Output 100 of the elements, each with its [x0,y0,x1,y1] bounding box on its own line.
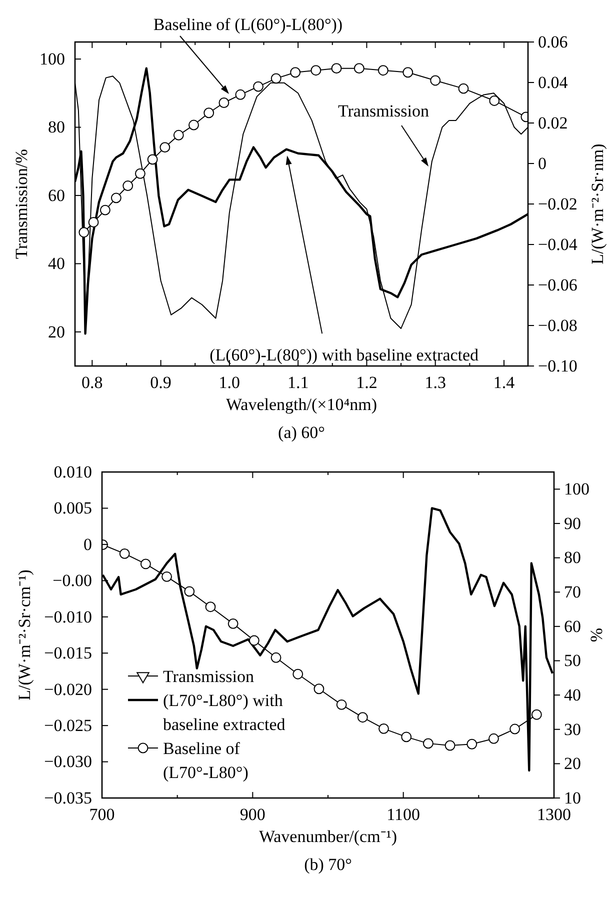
y-axis-title: Transmission/% [12,149,31,259]
y2-tick-label: −0.08 [538,316,578,335]
point [354,63,364,74]
y2-tick-label: −0.10 [538,356,578,376]
y-tick-label: −0.025 [44,716,92,735]
y2-tick-label: 0.06 [538,32,568,52]
y2-tick-label: 80 [564,548,581,568]
y-tick-label: 0.005 [54,498,92,518]
annotation: (L(60°)-L(80°)) with baseline extracted [210,346,480,365]
point [204,108,214,118]
y-tick-label: −0.00 [52,571,92,590]
y2-tick-label: 90 [564,514,581,533]
point [140,558,151,570]
point [218,98,230,108]
point [235,89,246,100]
y2-tick-label: 40 [564,685,581,704]
x-tick-label: 0.8 [82,373,103,392]
y2-tick-label: 70 [564,582,581,602]
point [458,83,469,94]
point [100,204,110,216]
legend-label: Baseline of (L70°-L80°) [163,739,248,782]
point [488,733,499,744]
point [270,652,282,663]
x-tick-label: 1100 [386,805,420,824]
point [205,602,216,612]
y-tick-label: −0.030 [44,752,92,772]
point [88,217,99,228]
text: (a) 60° [278,423,325,442]
point [270,73,282,84]
point [422,738,434,749]
point [78,227,90,238]
point [147,154,158,165]
point [357,712,368,723]
x-tick-label: 1.1 [287,373,309,392]
x-tick-label: 0.9 [150,373,172,392]
y2-tick-label: 10 [564,788,581,808]
point [402,67,414,78]
x-tick-label: 1300 [537,805,571,824]
y2-tick-label: −0.04 [538,234,578,254]
point [531,709,542,720]
y2-axis-title: L/(W·m⁻²·Sr·nm) [588,144,607,264]
point [160,142,170,153]
point [314,684,324,694]
y2-tick-label: 0.04 [538,72,568,92]
y-tick-label: 100 [40,49,65,68]
y-tick-label: −0.035 [44,788,92,808]
legend-label: (L70°-L80°) with baseline extracted [163,691,286,734]
x-tick-label: 1.4 [493,373,516,392]
y-tick-label: 0 [84,534,92,554]
y-tick-label: 60 [48,186,65,205]
y2-tick-label: −0.06 [538,275,578,294]
y2-tick-label: 30 [564,720,581,739]
y-tick-label: −0.020 [44,680,92,699]
annotation: Transmission [338,101,430,120]
point [162,571,172,582]
y2-tick-label: 100 [564,480,590,499]
point [510,724,520,734]
point [336,699,347,710]
y2-tick-label: −0.02 [538,194,578,214]
y-tick-label: 80 [48,118,65,137]
y2-tick-label: 50 [564,651,581,670]
y-tick-label: −0.010 [44,607,92,626]
y2-tick-label: 0.02 [538,113,568,132]
point [378,65,388,76]
y-tick-label: 0.010 [54,462,92,482]
y-axis-title: L/(W·m⁻²·Sr·cm⁻¹) [15,570,34,700]
point [466,738,478,750]
x-tick-label: 1.2 [356,373,378,392]
x-tick-label: 700 [89,805,115,824]
point [253,81,264,92]
point [184,586,195,597]
point [134,168,146,179]
point [228,618,238,629]
x-tick-label: 1.0 [218,373,240,392]
x-axis-title: Wavenumber/(cm⁻¹) [258,827,398,846]
point [122,180,134,191]
point [430,75,441,86]
point [188,120,199,130]
y-tick-label: −0.015 [44,644,92,663]
y2-axis-title: % [587,628,606,642]
point [378,723,389,734]
x-tick-label: 1.3 [424,373,446,392]
point [110,192,122,204]
point [310,65,322,76]
y2-tick-label: 20 [564,754,581,774]
point [401,732,412,742]
x-tick-label: 900 [240,805,266,824]
point [292,668,304,680]
point [248,635,260,646]
text: Baseline of (L(60°)-L(80°)) [153,15,343,34]
y-tick-label: 40 [48,254,65,274]
point [290,67,301,78]
point [489,96,500,106]
point [173,130,184,140]
point [119,548,130,559]
text: (b) 70° [304,855,352,874]
point [331,63,342,74]
y-tick-label: 20 [48,322,65,342]
legend-label: Transmission [163,667,255,686]
x-axis-title: Wavelength/(×10⁴nm) [226,395,378,414]
